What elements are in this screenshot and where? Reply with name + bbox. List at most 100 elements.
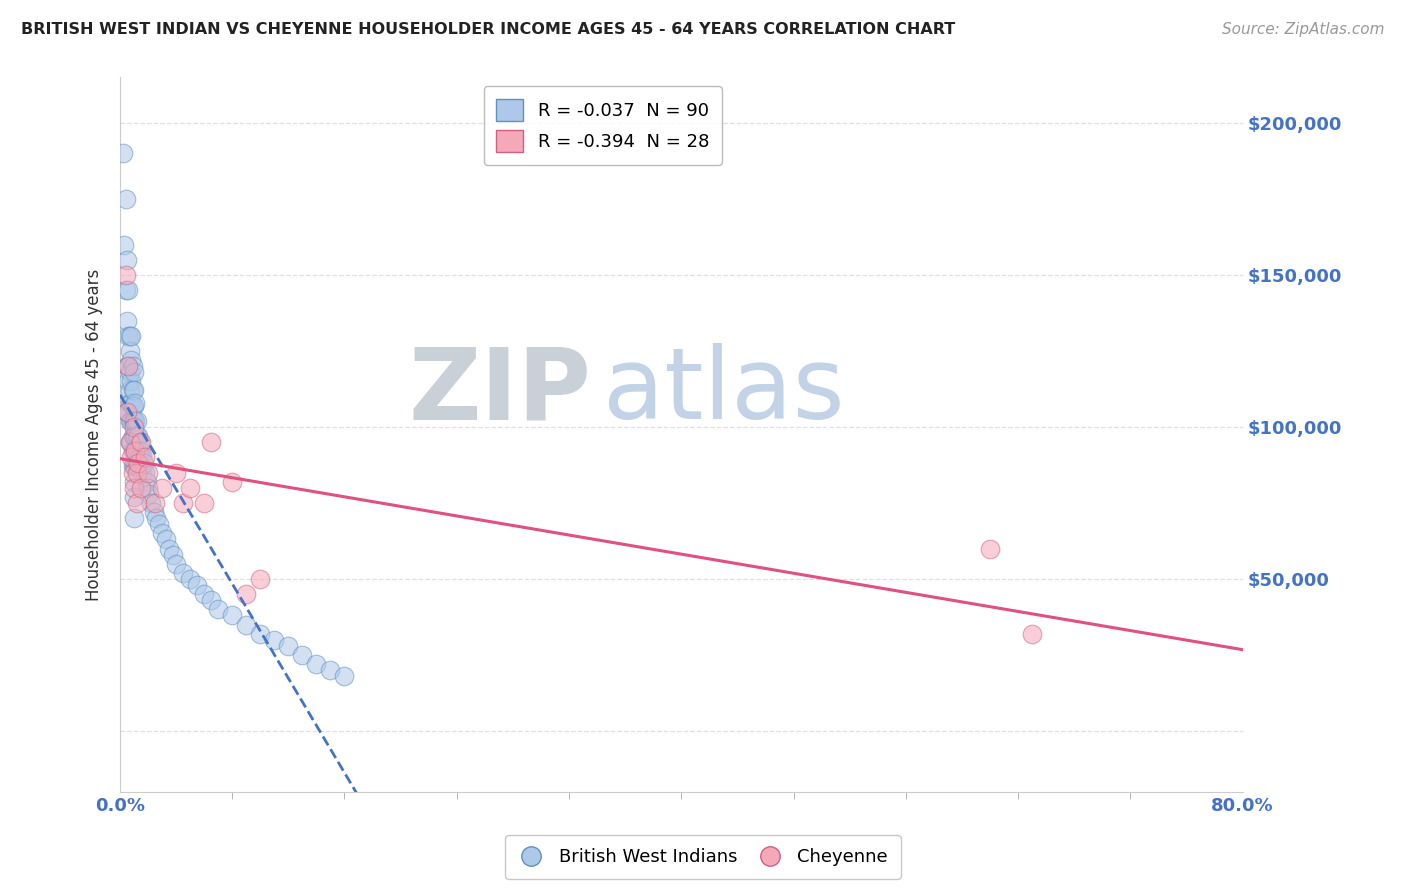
Point	[115, 252, 138, 267]
Point	[120, 450, 142, 465]
Point	[134, 466, 156, 480]
Point	[121, 384, 143, 398]
Point	[172, 566, 194, 580]
Point	[150, 526, 173, 541]
Point	[131, 466, 153, 480]
Point	[235, 617, 257, 632]
Point	[112, 237, 135, 252]
Point	[117, 375, 139, 389]
Point	[127, 459, 149, 474]
Point	[277, 639, 299, 653]
Point	[129, 444, 152, 458]
Point	[193, 496, 215, 510]
Point	[115, 405, 138, 419]
Point	[138, 487, 160, 501]
Point	[111, 146, 134, 161]
Legend: British West Indians, Cheyenne: British West Indians, Cheyenne	[505, 835, 901, 879]
Point	[291, 648, 314, 662]
Point	[122, 365, 145, 379]
Point	[150, 481, 173, 495]
Point	[135, 475, 157, 489]
Point	[122, 481, 145, 495]
Point	[128, 435, 150, 450]
Point	[122, 459, 145, 474]
Point	[118, 343, 141, 358]
Point	[125, 466, 148, 480]
Point	[333, 669, 356, 683]
Point	[118, 395, 141, 409]
Point	[165, 557, 187, 571]
Point	[162, 548, 184, 562]
Point	[179, 481, 201, 495]
Point	[979, 541, 1001, 556]
Point	[124, 444, 146, 458]
Point	[114, 283, 136, 297]
Point	[235, 587, 257, 601]
Point	[200, 435, 222, 450]
Point	[120, 395, 142, 409]
Point	[114, 268, 136, 282]
Point	[155, 533, 177, 547]
Point	[319, 663, 342, 677]
Point	[120, 375, 142, 389]
Point	[120, 353, 142, 368]
Text: atlas: atlas	[603, 343, 845, 441]
Point	[121, 444, 143, 458]
Point	[115, 359, 138, 374]
Point	[115, 405, 138, 419]
Point	[139, 496, 162, 510]
Point	[121, 399, 143, 413]
Point	[1021, 626, 1043, 640]
Point	[118, 384, 141, 398]
Point	[263, 632, 285, 647]
Point	[120, 414, 142, 428]
Point	[125, 429, 148, 443]
Point	[200, 593, 222, 607]
Point	[172, 496, 194, 510]
Point	[125, 459, 148, 474]
Legend: R = -0.037  N = 90, R = -0.394  N = 28: R = -0.037 N = 90, R = -0.394 N = 28	[484, 87, 721, 165]
Point	[136, 481, 159, 495]
Point	[118, 435, 141, 450]
Point	[127, 444, 149, 458]
Point	[122, 414, 145, 428]
Point	[165, 466, 187, 480]
Point	[122, 475, 145, 489]
Point	[124, 444, 146, 458]
Point	[132, 457, 155, 471]
Text: BRITISH WEST INDIAN VS CHEYENNE HOUSEHOLDER INCOME AGES 45 - 64 YEARS CORRELATIO: BRITISH WEST INDIAN VS CHEYENNE HOUSEHOL…	[21, 22, 955, 37]
Point	[117, 359, 139, 374]
Point	[129, 435, 152, 450]
Point	[122, 511, 145, 525]
Point	[127, 429, 149, 443]
Point	[121, 459, 143, 474]
Point	[179, 572, 201, 586]
Point	[125, 444, 148, 458]
Point	[118, 435, 141, 450]
Text: Source: ZipAtlas.com: Source: ZipAtlas.com	[1222, 22, 1385, 37]
Point	[117, 405, 139, 419]
Point	[207, 602, 229, 616]
Point	[121, 414, 143, 428]
Point	[127, 457, 149, 471]
Point	[125, 414, 148, 428]
Point	[129, 481, 152, 495]
Point	[120, 328, 142, 343]
Point	[124, 395, 146, 409]
Point	[136, 466, 159, 480]
Point	[249, 626, 271, 640]
Point	[120, 435, 142, 450]
Point	[129, 459, 152, 474]
Point	[122, 420, 145, 434]
Point	[305, 657, 328, 671]
Point	[118, 414, 141, 428]
Point	[125, 496, 148, 510]
Point	[128, 450, 150, 465]
Point	[186, 578, 208, 592]
Point	[124, 459, 146, 474]
Point	[221, 475, 243, 489]
Point	[117, 328, 139, 343]
Point	[157, 541, 180, 556]
Point	[115, 313, 138, 327]
Point	[118, 328, 141, 343]
